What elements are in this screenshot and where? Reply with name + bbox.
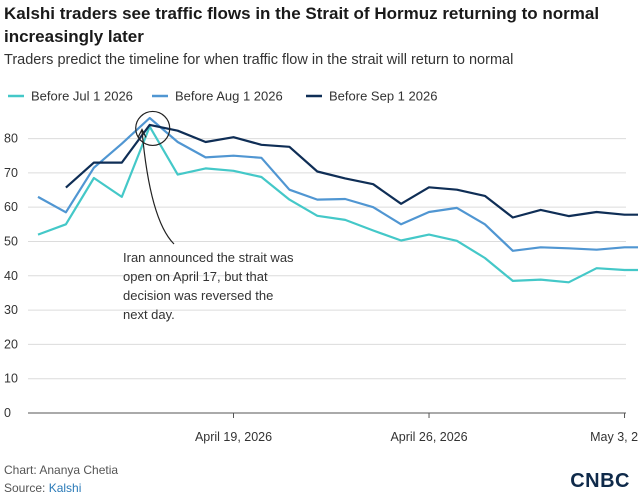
cnbc-logo: CNBC <box>570 470 630 492</box>
y-tick-label: 40 <box>4 269 18 283</box>
annotation-text-line: decision was reversed the <box>123 288 273 303</box>
y-tick-label: 70 <box>4 166 18 180</box>
legend-label-2: Before Aug 1 2026 <box>175 89 283 104</box>
annotation-circle <box>135 110 171 147</box>
chart-title: Kalshi traders see traffic flows in the … <box>4 4 600 46</box>
y-tick-label: 80 <box>4 132 18 146</box>
y-tick-label: 50 <box>4 234 18 248</box>
x-tick-label: April 19, 2026 <box>195 430 272 444</box>
series-line-2 <box>37 116 638 252</box>
line-chart: 0 10 20 30 40 50 60 70 80 April 19, 2026 April 26,… <box>4 89 638 444</box>
annotation-arrow <box>141 130 175 245</box>
series-line-3 <box>65 123 638 219</box>
source-line: Source: Kalshi <box>4 481 81 495</box>
y-tick-label: 60 <box>4 200 18 214</box>
series-line-1 <box>37 125 638 284</box>
y-tick-label: 20 <box>4 337 18 351</box>
source-prefix: Source: <box>4 481 49 495</box>
annotation-text-line: open on April 17, but that <box>123 269 268 284</box>
x-tick-label: May 3, 2026 <box>590 430 638 444</box>
source-link[interactable]: Kalshi <box>48 481 82 495</box>
y-tick-label: 30 <box>4 303 18 317</box>
y-tick-label: 0 <box>4 406 11 420</box>
x-tick-label: April 26, 2026 <box>390 430 467 444</box>
y-tick-label: 10 <box>4 372 18 386</box>
annotation-text-line: next day. <box>123 307 175 322</box>
annotation-text-line: Iran announced the strait was <box>123 250 294 265</box>
legend-label-3: Before Sep 1 2026 <box>329 89 437 104</box>
chart-subtitle: Traders predict the timeline for when tr… <box>4 52 514 68</box>
legend-label-1: Before Jul 1 2026 <box>31 89 133 104</box>
chart-credit: Chart: Ananya Chetia <box>4 463 119 477</box>
annotation-arrowhead <box>137 128 147 138</box>
